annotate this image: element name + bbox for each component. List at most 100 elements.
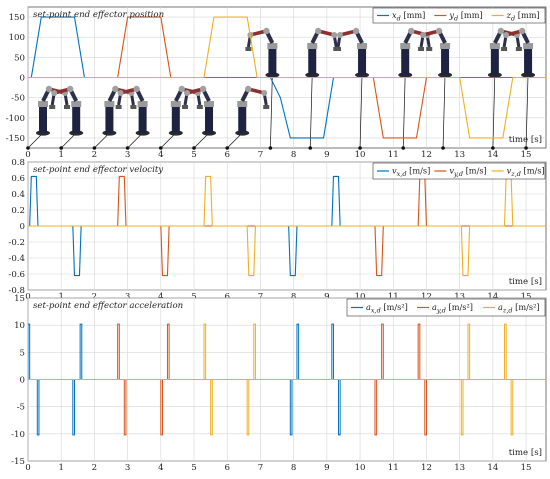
robot-joint <box>337 32 344 38</box>
legend-entry: ax,d [m/s²] <box>366 302 408 315</box>
chart-title: set-point end effector position <box>33 10 164 20</box>
x-tick-label: 2 <box>92 292 97 302</box>
x-tick-label: 7 <box>258 292 263 302</box>
robot-gripper <box>130 105 137 109</box>
robot-gripper <box>49 105 56 109</box>
y-tick-label: -10 <box>11 430 25 440</box>
pose-marker <box>225 146 230 150</box>
x-tick-label: 9 <box>324 463 329 473</box>
x-tick-label: 7 <box>258 463 263 473</box>
robot-gripper <box>196 105 203 109</box>
robot-joint <box>133 85 140 93</box>
x-tick-label: 8 <box>291 150 296 160</box>
series-1-pulse <box>36 379 40 436</box>
legend-entry: ay,d [m/s²] <box>432 302 473 315</box>
robot-arm-icon <box>501 27 536 78</box>
robot-arm-icon <box>235 85 270 136</box>
y-tick-label: 5 <box>20 348 25 358</box>
legend: xd [mm] yd [mm] zd [mm] <box>372 7 546 24</box>
robot-joint <box>440 43 451 49</box>
robot-column <box>138 105 147 133</box>
series-3-pulse <box>246 379 250 436</box>
x-tick-label: 1 <box>58 292 63 302</box>
robot-column <box>358 47 367 75</box>
robot-joint <box>178 85 186 93</box>
x-tick-label: 3 <box>125 150 130 160</box>
pose-leader-line <box>160 132 177 149</box>
legend-box <box>346 298 546 317</box>
robot-column <box>401 47 410 75</box>
pose-leader-line <box>94 132 110 149</box>
x-tick-label: 10 <box>355 150 366 160</box>
pose-leader-line <box>226 132 243 149</box>
series-1-pulse <box>28 323 31 380</box>
y-tick-label: 15 <box>14 294 25 304</box>
x-tick-label: 11 <box>388 292 399 302</box>
y-tick-label: -0.2 <box>8 238 25 248</box>
x-tick-label: 13 <box>454 150 465 160</box>
series-2-pulse <box>117 323 120 380</box>
series-3-pulse <box>503 323 507 380</box>
y-tick-label: -0.6 <box>8 270 25 280</box>
robot-joint <box>117 90 124 96</box>
x-tick-label: 3 <box>125 292 130 302</box>
series-1-pulse <box>72 379 75 436</box>
series-1-pulse <box>289 379 293 436</box>
pose-marker <box>92 146 97 150</box>
robot-joint <box>261 90 268 96</box>
robot-gripper <box>245 47 252 51</box>
robot-joint <box>263 27 270 35</box>
robot-joint <box>435 27 443 35</box>
robot-gripper <box>335 47 342 51</box>
pose-marker <box>159 146 163 150</box>
y-tick-label: 150 <box>9 13 25 23</box>
robot-joint <box>71 101 82 107</box>
x-tick-label: 2 <box>92 150 97 160</box>
y-tick-label: 50 <box>14 53 25 63</box>
x-tick-label: 5 <box>191 463 196 473</box>
chart-panel-1: 0 1 2 3 4 5 6 7 8 9 10 11 12 13 14 15-150-100-500501001… <box>6 6 547 160</box>
robot-joint <box>137 101 148 107</box>
robot-column <box>308 47 317 75</box>
series-1-pulse <box>296 323 300 380</box>
robot-arm-icon <box>115 85 150 136</box>
robot-gripper <box>64 105 70 109</box>
series-layer <box>28 16 546 139</box>
legend-entry: vx,d [m/s] <box>392 166 430 179</box>
y-tick-label: -50 <box>11 94 25 104</box>
x-tick-label: 5 <box>191 292 196 302</box>
series-2-pulse <box>166 323 170 380</box>
chart-title: set-point end effector acceleration <box>33 301 183 311</box>
y-tick-label: 0 <box>20 222 25 232</box>
robot-column <box>171 105 180 133</box>
y-tick-label: 10 <box>14 321 25 331</box>
series-3-pulse <box>253 323 256 380</box>
pose-leader-line <box>127 132 143 149</box>
legend-entry: xd [mm] <box>392 10 425 23</box>
pose-marker <box>192 146 196 150</box>
x-tick-label: 15 <box>521 463 532 473</box>
x-tick-label: 2 <box>92 463 97 473</box>
pose-leader-line <box>492 72 496 149</box>
robot-joint <box>245 85 252 93</box>
series-3-pulse <box>210 379 213 436</box>
robot-column <box>205 105 214 133</box>
robot-joint <box>237 101 248 107</box>
robot-gripper <box>418 47 425 51</box>
robot-gripper <box>515 47 522 51</box>
pose-marker <box>524 146 528 150</box>
series-2-pulse <box>417 323 421 380</box>
robot-column <box>105 105 114 133</box>
robot-joint <box>357 43 368 49</box>
robot-joint <box>400 43 411 49</box>
robot-joint <box>67 85 74 93</box>
robot-column <box>268 47 277 75</box>
pose-marker <box>441 146 445 150</box>
x-tick-label: 12 <box>421 292 432 302</box>
series-1-pulse <box>331 323 334 380</box>
y-tick-label: 0.4 <box>11 190 25 200</box>
x-tick-label: 14 <box>487 463 498 473</box>
robot-arm-icon <box>335 27 370 78</box>
x-tick-label: 12 <box>421 463 432 473</box>
